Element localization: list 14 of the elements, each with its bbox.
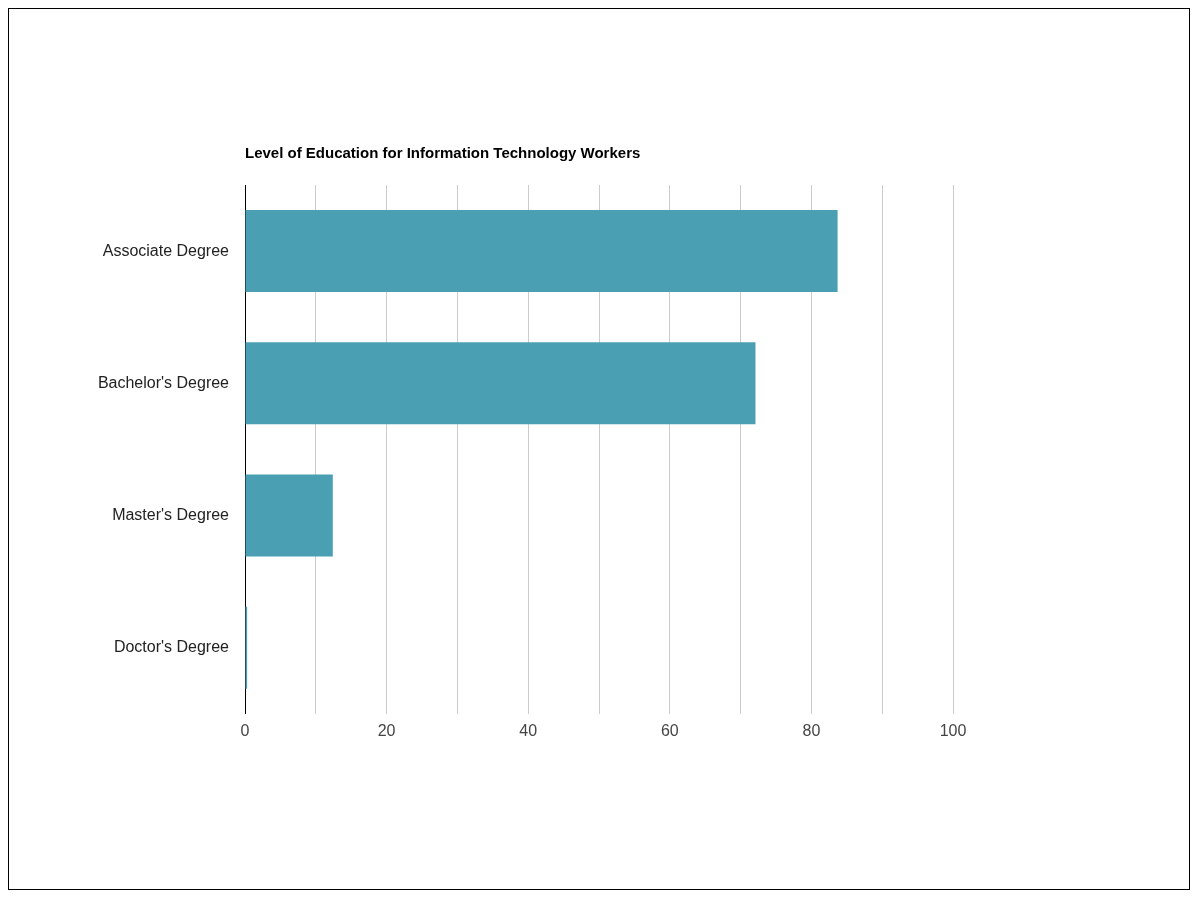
x-tick-label: 100 bbox=[939, 721, 967, 739]
x-tick-label: 80 bbox=[802, 721, 821, 739]
x-tick-label: 40 bbox=[519, 721, 538, 739]
x-tick-label: 20 bbox=[377, 721, 396, 739]
bar bbox=[245, 210, 838, 293]
x-tick-label: 60 bbox=[660, 721, 679, 739]
y-tick-label: Master's Degree bbox=[112, 505, 230, 523]
x-tick-label: 0 bbox=[240, 721, 250, 739]
bar bbox=[245, 342, 756, 425]
y-tick-label: Associate Degree bbox=[102, 241, 230, 259]
chart-title: Level of Education for Information Technology Workers bbox=[245, 144, 641, 161]
y-tick-label: Bachelor's Degree bbox=[97, 373, 230, 391]
bar bbox=[245, 474, 333, 557]
y-tick-label: Doctor's Degree bbox=[113, 638, 230, 656]
